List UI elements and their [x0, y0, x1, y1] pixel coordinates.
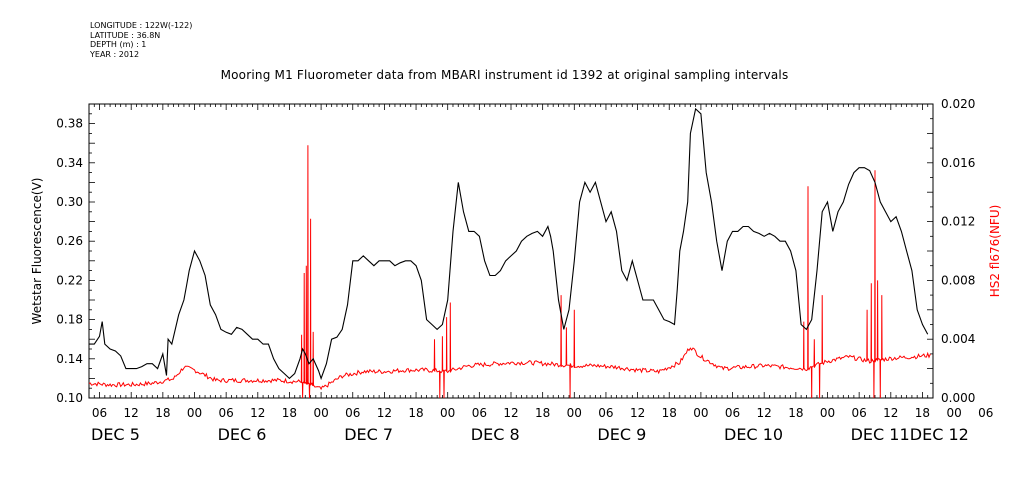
x-tick-label: 06: [978, 406, 993, 420]
x-tick-label: 06: [725, 406, 740, 420]
x-tick-label: 00: [187, 406, 202, 420]
y-tick-label-left: 0.30: [56, 195, 83, 209]
series-line-hs2: [88, 145, 931, 399]
x-day-label: DEC 7: [344, 425, 393, 444]
x-tick-label: 00: [693, 406, 708, 420]
y-tick-label-left: 0.14: [56, 352, 83, 366]
x-tick-label: 18: [662, 406, 677, 420]
x-tick-label: 00: [567, 406, 582, 420]
x-tick-label: 18: [915, 406, 930, 420]
x-day-label: DEC 5: [91, 425, 140, 444]
x-day-label: DEC 12: [910, 425, 969, 444]
x-tick-label: 12: [124, 406, 139, 420]
x-day-label: DEC 10: [724, 425, 783, 444]
x-day-label: DEC 6: [218, 425, 267, 444]
x-tick-label: 18: [155, 406, 170, 420]
y-tick-label-right: 0.012: [941, 215, 975, 229]
x-day-label: DEC 9: [597, 425, 646, 444]
x-tick-label: 12: [883, 406, 898, 420]
x-tick-label: 12: [503, 406, 518, 420]
y-tick-label-left: 0.38: [56, 117, 83, 131]
x-tick-label: 12: [250, 406, 265, 420]
x-tick-label: 06: [598, 406, 613, 420]
x-tick-label: 06: [219, 406, 234, 420]
x-tick-label: 12: [377, 406, 392, 420]
x-day-label: DEC 11: [851, 425, 910, 444]
x-tick-label: 00: [313, 406, 328, 420]
x-tick-label: 18: [282, 406, 297, 420]
meta-longitude: LONGITUDE : 122W(-122): [90, 21, 193, 30]
metadata-block: LONGITUDE : 122W(-122) LATITUDE : 36.8N …: [90, 21, 192, 59]
y-tick-label-left: 0.34: [56, 156, 83, 170]
y-tick-label-right: 0.016: [941, 156, 975, 170]
x-tick-label: 18: [788, 406, 803, 420]
x-tick-label: 00: [440, 406, 455, 420]
y-tick-label-right: 0.008: [941, 273, 975, 287]
y-tick-label-right: 0.000: [941, 391, 975, 405]
x-tick-label: 12: [757, 406, 772, 420]
x-tick-label: 06: [92, 406, 107, 420]
series-wetstar: [89, 107, 929, 381]
y-tick-label-right: 0.020: [941, 97, 975, 111]
x-tick-label: 00: [820, 406, 835, 420]
x-tick-label: 06: [345, 406, 360, 420]
series-hs2-fl676: [88, 145, 931, 399]
y-tick-label-left: 0.22: [56, 273, 83, 287]
y-tick-label-right: 0.004: [941, 332, 975, 346]
meta-depth: DEPTH (m) : 1: [90, 40, 147, 49]
plot-frame: [88, 103, 934, 399]
y-tick-label-left: 0.26: [56, 234, 83, 248]
y-tick-label-left: 0.10: [56, 391, 83, 405]
series-line-wetstar: [89, 107, 929, 381]
x-tick-label: 06: [852, 406, 867, 420]
x-tick-label: 18: [408, 406, 423, 420]
x-day-label: DEC 8: [471, 425, 520, 444]
meta-latitude: LATITUDE : 36.8N: [90, 30, 161, 40]
x-tick-label: 00: [946, 406, 961, 420]
x-tick-label: 06: [472, 406, 487, 420]
x-tick-label: 18: [535, 406, 550, 420]
y-tick-label-left: 0.18: [56, 313, 83, 327]
meta-year: YEAR : 2012: [90, 49, 140, 59]
y-axis-right-title: HS2 fl676(NFU): [988, 205, 1002, 298]
chart-axes: 06 12 18 00 06 12 18 00 06 12 18 00 06 12 18 00 06 12 18 00…: [56, 97, 993, 444]
chart-title: Mooring M1 Fluorometer data from MBARI i…: [220, 68, 789, 82]
x-tick-label: 12: [630, 406, 645, 420]
y-axis-left-title: Wetstar Fluorescence(V): [30, 178, 44, 325]
